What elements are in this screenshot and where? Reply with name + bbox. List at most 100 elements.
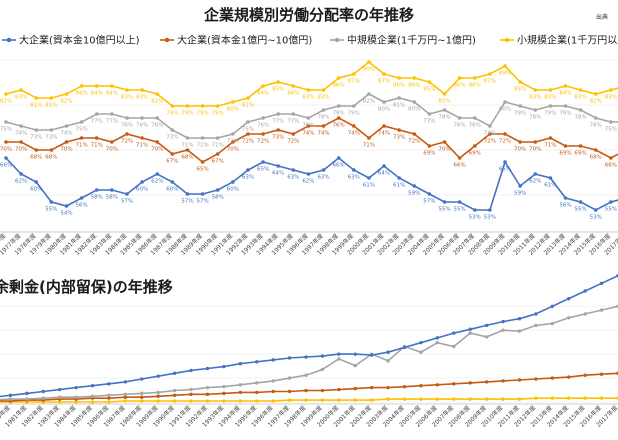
data-label-large1to10: 72% [257, 139, 269, 145]
point-large10 [427, 192, 432, 196]
point-mid [125, 116, 129, 120]
point-small [261, 84, 265, 88]
data-label-small: 86% [393, 83, 405, 89]
data-label-large10: 53% [590, 215, 602, 221]
point-bottom-large1to10 [534, 377, 538, 381]
point-large10 [563, 196, 568, 200]
data-label-small: 89% [499, 71, 511, 77]
point-bottom-large1to10 [419, 384, 423, 388]
data-label-mid: 75% [75, 127, 87, 133]
point-bottom-large10 [599, 281, 604, 286]
data-label-large1to10: 67% [212, 159, 224, 165]
data-label-mid: 74% [60, 131, 72, 137]
data-label-small: 86% [408, 83, 420, 89]
point-bottom-small [435, 397, 440, 401]
point-bottom-mid [304, 373, 308, 377]
point-mid [185, 136, 190, 140]
data-label-mid: 72% [227, 139, 239, 145]
point-large10 [185, 192, 190, 196]
point-large10 [397, 176, 401, 180]
data-label-large10: 65% [499, 167, 511, 173]
data-label-large10: 55% [454, 207, 466, 213]
data-label-mid: 79% [333, 111, 345, 117]
data-label-mid: 76% [151, 123, 163, 129]
legend: 大企業(資本金10億円以上) 大企業(資本金1億円~10億円) 中規模企業(1千万円… [2, 34, 618, 47]
point-large10 [609, 200, 613, 204]
point-bottom-large1to10 [517, 378, 522, 382]
data-label-large1to10: 70% [0, 147, 12, 153]
point-bottom-small [156, 399, 160, 403]
data-label-mid: 75% [242, 127, 254, 133]
point-mid [49, 128, 54, 132]
data-label-large1to10: 68% [181, 155, 193, 161]
point-large1to10 [140, 136, 144, 140]
point-small [155, 92, 160, 96]
data-label-large1to10: 66% [454, 163, 466, 169]
point-small [593, 92, 598, 96]
data-label-large1to10: 65% [196, 167, 208, 173]
data-label-large1to10: 69% [575, 151, 587, 157]
point-large10 [503, 160, 507, 164]
series-line-mid [5, 93, 618, 139]
point-bottom-mid [567, 316, 571, 320]
point-bottom-large10 [353, 352, 357, 356]
point-large10 [110, 188, 114, 192]
point-bottom-large10 [255, 360, 259, 364]
point-small [367, 60, 371, 64]
chart-title-bottom: 余剰金(内部留保)の年推移 [0, 278, 173, 296]
point-large10 [170, 180, 175, 184]
data-label-large1to10: 72% [499, 139, 511, 145]
point-large1to10 [261, 132, 265, 136]
data-label-large1to10: 72% [408, 139, 420, 145]
data-label-large1to10: 71% [91, 143, 103, 149]
point-large1to10 [427, 144, 432, 148]
point-bottom-large10 [74, 385, 78, 390]
data-label-small: 83% [136, 95, 148, 101]
point-mid [397, 96, 401, 100]
point-mid [442, 108, 447, 112]
point-large1to10 [110, 140, 114, 144]
point-small [518, 80, 522, 84]
data-label-large10: 55% [605, 207, 617, 213]
data-label-mid: 71% [212, 143, 224, 149]
data-label-mid: 73% [166, 135, 178, 141]
point-bottom-small [386, 397, 390, 401]
data-label-large1to10: 72% [242, 139, 254, 145]
data-label-large10: 53% [469, 215, 481, 221]
point-bottom-mid [337, 357, 341, 361]
data-label-large1to10: 74% [317, 131, 329, 137]
data-label-small: 87% [484, 79, 496, 85]
point-small [94, 84, 99, 88]
data-label-small: 82% [151, 99, 163, 105]
data-label-large1to10: 72% [484, 139, 496, 145]
point-small [140, 88, 144, 92]
point-bottom-small [599, 396, 604, 400]
point-small [397, 76, 401, 80]
point-bottom-large1to10 [468, 381, 472, 385]
point-mid [64, 124, 69, 128]
data-label-mid: 77% [106, 119, 118, 125]
data-label-large10: 58% [91, 195, 103, 201]
point-large10 [125, 192, 129, 196]
point-large10 [457, 200, 462, 204]
point-bottom-small [517, 397, 522, 401]
point-bottom-large10 [567, 296, 571, 301]
point-bottom-small [222, 399, 226, 403]
data-label-large10: 64% [272, 171, 284, 177]
point-bottom-large10 [123, 380, 128, 384]
point-bottom-mid [271, 379, 275, 383]
data-label-large1to10: 68% [45, 155, 57, 161]
point-bottom-large10 [452, 331, 456, 335]
point-large10 [533, 172, 538, 176]
point-bottom-large10 [337, 352, 341, 356]
point-large1to10 [49, 148, 54, 152]
point-small [291, 84, 296, 88]
data-label-small: 83% [121, 95, 133, 101]
point-large10 [472, 208, 477, 212]
point-large1to10 [231, 140, 235, 144]
plot-top: 66%62%60%55%54%56%58% 58%57%60%62%60%57% 5… [0, 59, 618, 233]
point-bottom-mid [517, 329, 522, 333]
point-mid [503, 100, 507, 104]
data-label-mid: 82% [363, 99, 375, 105]
point-small [457, 76, 462, 80]
